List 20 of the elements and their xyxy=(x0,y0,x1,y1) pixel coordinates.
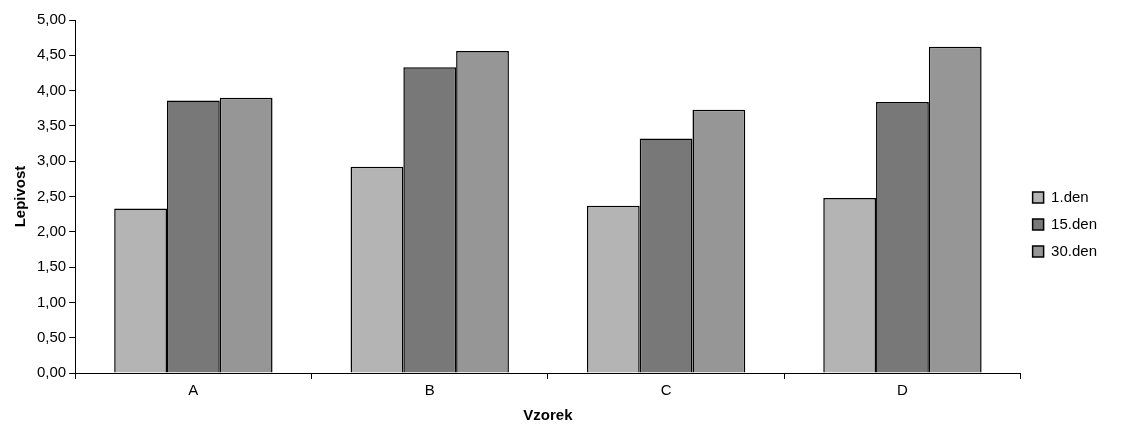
y-tick-label: 4,50 xyxy=(36,45,67,63)
y-tick-label: 2,50 xyxy=(36,186,67,204)
x-tick-label: D xyxy=(897,381,909,399)
x-axis-title: Vzorek xyxy=(523,406,574,424)
legend-label: 1.den xyxy=(1051,187,1089,205)
y-axis-title: Lepivost xyxy=(11,165,29,228)
legend-label: 30.den xyxy=(1051,241,1098,259)
y-tick-label: 0,00 xyxy=(36,363,67,381)
x-tick-label: A xyxy=(188,381,199,399)
y-tick-label: 1,50 xyxy=(36,257,67,275)
x-tick-label: B xyxy=(424,381,435,399)
legend-label: 15.den xyxy=(1051,214,1098,232)
y-tick-label: 2,00 xyxy=(36,221,67,239)
y-tick-label: 5,00 xyxy=(36,10,67,28)
y-tick-label: 3,50 xyxy=(36,116,67,134)
x-tick-label: C xyxy=(660,381,672,399)
y-tick-label: 1,00 xyxy=(36,292,67,310)
y-tick-label: 0,50 xyxy=(36,327,67,345)
y-tick-label: 4,00 xyxy=(36,80,67,98)
y-tick-label: 3,00 xyxy=(36,151,67,169)
